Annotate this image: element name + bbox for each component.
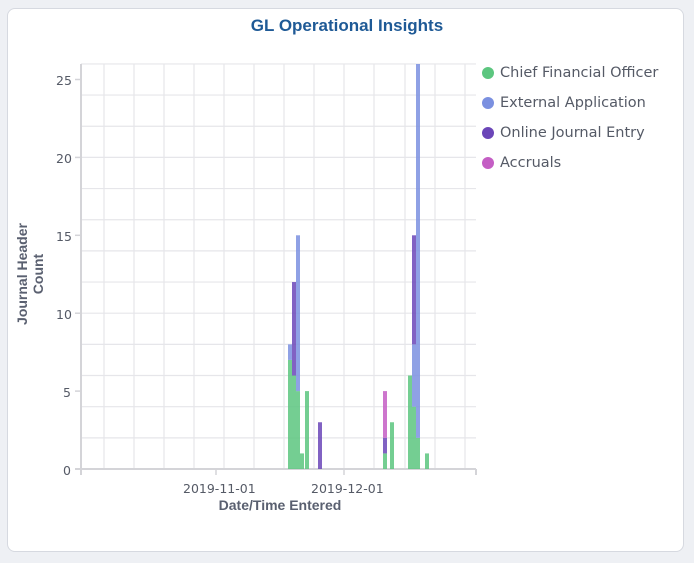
chart-card [7,8,684,552]
y-tick-10: 10 [56,307,72,322]
legend-item-external[interactable]: External Application [482,88,658,118]
x-axis-label: Date/Time Entered [218,497,342,513]
y-tick-15: 15 [56,229,72,244]
bar-segment[interactable] [412,406,416,469]
bar-segment[interactable] [383,391,387,438]
y-tick-25: 25 [56,73,72,88]
bar-segment[interactable] [292,375,296,469]
bar-segment[interactable] [318,422,322,469]
legend-item-accruals[interactable]: Accruals [482,148,658,178]
bar-segment[interactable] [288,344,292,360]
y-axis-label: Journal Header Count [14,223,46,325]
legend-item-oje[interactable]: Online Journal Entry [482,118,658,148]
x-tick-dec: 2019-12-01 [311,481,384,496]
legend-dot-icon [482,127,494,139]
bar-segment[interactable] [416,437,420,469]
legend: Chief Financial Officer External Applica… [482,58,658,178]
bar-segment[interactable] [383,437,387,454]
bar-segment[interactable] [412,344,416,407]
bar-segment[interactable] [292,282,296,376]
bar-segment[interactable] [390,422,394,469]
bar-segment[interactable] [383,453,387,469]
y-tick-5: 5 [63,385,71,400]
bar-segment[interactable] [412,235,416,345]
legend-item-cfo[interactable]: Chief Financial Officer [482,58,658,88]
chart-title: GL Operational Insights [250,16,444,35]
y-tick-0: 0 [63,463,71,478]
legend-dot-icon [482,97,494,109]
x-tick-nov: 2019-11-01 [183,481,256,496]
legend-dot-icon [482,157,494,169]
bar-segment[interactable] [296,391,300,469]
bar-segment[interactable] [425,453,429,469]
bar-segment[interactable] [416,64,420,438]
bar-segment[interactable] [305,391,309,469]
bar-segment[interactable] [288,359,292,469]
bar-segment[interactable] [300,453,304,469]
y-tick-20: 20 [56,151,72,166]
bar-segment[interactable] [296,235,300,392]
bar-segment[interactable] [408,375,412,469]
legend-dot-icon [482,67,494,79]
